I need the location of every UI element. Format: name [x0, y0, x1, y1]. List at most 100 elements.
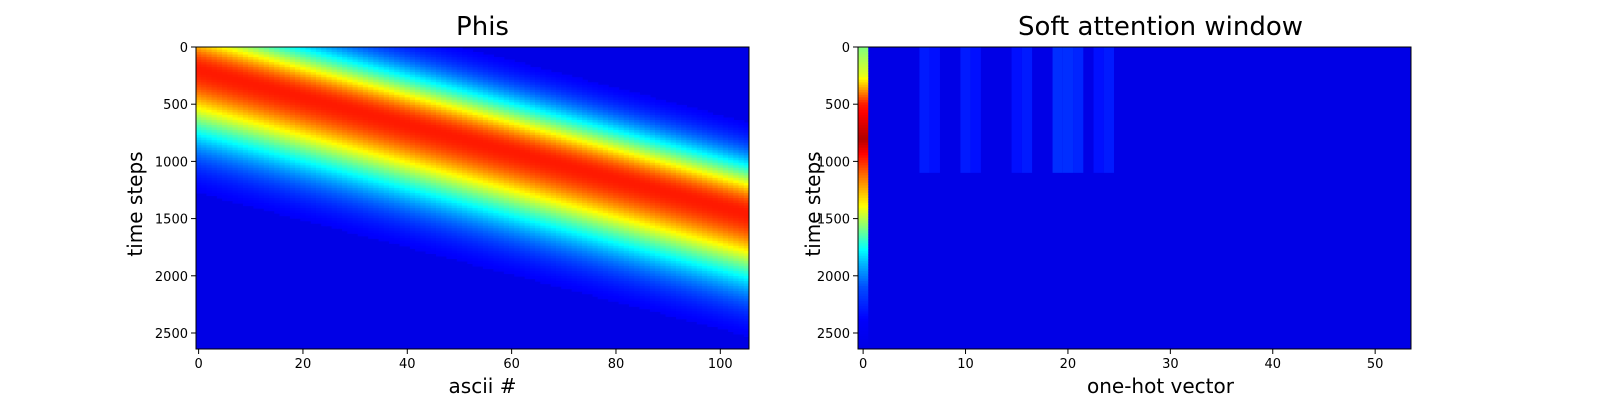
- heatmap-cell: [430, 192, 437, 197]
- heatmap-cell: [368, 215, 374, 219]
- heatmap-cell: [451, 102, 458, 106]
- heatmap-cell: [462, 107, 468, 111]
- heatmap-cell: [451, 187, 458, 192]
- heatmap-cell: [310, 137, 317, 141]
- heatmap-cell: [441, 84, 448, 88]
- heatmap-cell: [482, 54, 489, 58]
- heatmap-cell: [456, 235, 463, 239]
- heatmap-cell: [446, 99, 453, 103]
- heatmap-cell: [409, 185, 416, 189]
- heatmap-cell: [415, 192, 421, 197]
- heatmap-cell: [331, 92, 338, 96]
- heatmap-cell: [435, 135, 442, 139]
- heatmap-cell: [451, 225, 458, 229]
- heatmap-cell: [415, 165, 421, 169]
- heatmap-cell: [211, 187, 218, 192]
- heatmap-cell: [253, 160, 260, 164]
- heatmap-cell: [425, 230, 432, 234]
- heatmap-cell: [451, 140, 458, 144]
- heatmap-cell: [503, 104, 510, 108]
- heatmap-cell: [514, 240, 521, 244]
- heatmap-cell: [305, 59, 312, 63]
- heatmap-cell: [535, 87, 541, 91]
- heatmap-cell: [342, 220, 348, 224]
- heatmap-cell: [216, 142, 223, 146]
- heatmap-cell: [420, 84, 427, 88]
- heatmap-cell: [535, 97, 541, 101]
- heatmap-cell: [326, 49, 333, 53]
- heatmap-cell: [357, 54, 364, 58]
- heatmap-cell: [295, 160, 301, 164]
- heatmap-cell: [232, 102, 239, 106]
- heatmap-cell: [352, 107, 359, 111]
- heatmap-cell: [482, 84, 489, 88]
- heatmap-cell: [503, 157, 510, 161]
- heatmap-cell: [289, 79, 296, 83]
- heatmap-cell: [404, 104, 411, 108]
- heatmap-cell: [342, 104, 348, 108]
- heatmap-cell: [222, 74, 228, 78]
- heatmap-cell: [472, 182, 479, 187]
- heatmap-cell: [342, 192, 348, 197]
- heatmap-cell: [535, 276, 541, 280]
- heatmap-cell: [441, 203, 448, 207]
- heatmap-cell: [435, 54, 442, 58]
- heatmap-cell: [456, 228, 463, 232]
- heatmap-cell: [435, 210, 442, 214]
- heatmap-cell: [441, 52, 448, 56]
- heatmap-cell: [420, 155, 427, 159]
- heatmap-cell: [284, 198, 291, 202]
- heatmap-cell: [263, 92, 270, 96]
- heatmap-cell: [420, 49, 427, 53]
- heatmap-cell: [456, 152, 463, 156]
- heatmap-cell: [425, 142, 432, 146]
- heatmap-cell: [441, 190, 448, 194]
- heatmap-cell: [389, 130, 395, 134]
- heatmap-cell: [201, 54, 208, 58]
- heatmap-cell: [216, 162, 223, 166]
- heatmap-cell: [331, 87, 338, 91]
- heatmap-cell: [279, 117, 286, 121]
- heatmap-cell: [503, 208, 510, 212]
- heatmap-cell: [237, 54, 244, 58]
- heatmap-cell: [216, 109, 223, 114]
- heatmap-cell: [524, 248, 531, 252]
- heatmap-cell: [201, 137, 208, 141]
- heatmap-cell: [331, 59, 338, 63]
- heatmap-cell: [446, 67, 453, 71]
- heatmap-cell: [368, 67, 374, 71]
- heatmap-cell: [435, 59, 442, 63]
- heatmap-cell: [409, 122, 416, 126]
- heatmap-cell: [467, 130, 474, 134]
- heatmap-cell: [279, 52, 286, 56]
- heatmap-cell: [352, 74, 359, 78]
- heatmap-cell: [415, 190, 421, 194]
- heatmap-cell: [216, 64, 223, 68]
- heatmap-cell: [295, 114, 301, 119]
- heatmap-cell: [336, 223, 343, 227]
- heatmap-cell: [357, 122, 364, 126]
- heatmap-cell: [493, 213, 500, 217]
- heatmap-cell: [227, 49, 234, 53]
- heatmap-cell: [399, 104, 406, 108]
- heatmap-cell: [404, 208, 411, 212]
- heatmap-cell: [310, 192, 317, 197]
- heatmap-cell: [503, 218, 510, 222]
- heatmap-cell: [274, 49, 281, 53]
- heatmap-cell: [300, 104, 307, 108]
- heatmap-cell: [529, 265, 536, 270]
- heatmap-cell: [430, 220, 437, 224]
- heatmap-cell: [196, 107, 202, 111]
- heatmap-cell: [362, 130, 369, 134]
- heatmap-cell: [315, 64, 322, 68]
- heatmap-cell: [451, 77, 458, 81]
- heatmap-cell: [368, 210, 374, 214]
- heatmap-cell: [420, 94, 427, 98]
- heatmap-cell: [378, 180, 385, 184]
- heatmap-cell: [336, 137, 343, 141]
- heatmap-cell: [404, 205, 411, 209]
- heatmap-cell: [493, 117, 500, 121]
- heatmap-cell: [289, 150, 296, 154]
- heatmap-cell: [482, 97, 489, 101]
- heatmap-cell: [498, 122, 505, 126]
